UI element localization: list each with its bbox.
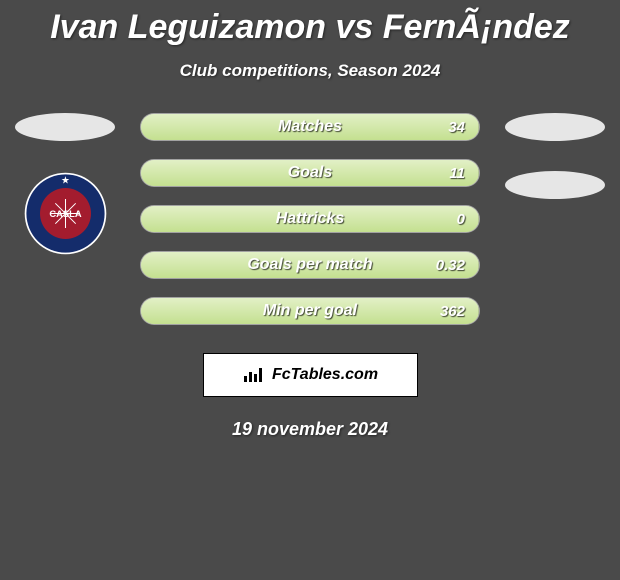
brand-watermark: FcTables.com	[203, 353, 418, 397]
page-subtitle: Club competitions, Season 2024	[180, 61, 441, 81]
stat-value: 11	[449, 165, 465, 182]
chart-icon	[242, 366, 266, 384]
stat-bar-goals: Goals 11	[140, 159, 480, 187]
page-title: Ivan Leguizamon vs FernÃ¡ndez	[50, 8, 570, 47]
stat-value: 0.32	[436, 257, 465, 274]
right-player-photo-placeholder	[505, 113, 605, 141]
stat-label: Goals per match	[247, 256, 372, 274]
brand-text: FcTables.com	[272, 366, 378, 384]
stat-label: Goals	[288, 164, 332, 182]
stat-bar-matches: Matches 34	[140, 113, 480, 141]
right-club-crest-placeholder	[505, 171, 605, 199]
stat-value: 34	[448, 119, 465, 136]
right-player-column	[500, 113, 610, 199]
svg-text:CASLA: CASLA	[49, 209, 81, 219]
left-player-column: ★ CASLA	[10, 113, 120, 256]
stat-value: 362	[440, 303, 465, 320]
left-player-photo-placeholder	[15, 113, 115, 141]
date-text: 19 november 2024	[232, 419, 388, 440]
comparison-row: ★ CASLA Matches 34 Goals 11	[0, 113, 620, 325]
stat-bar-hattricks: Hattricks 0	[140, 205, 480, 233]
left-club-crest: ★ CASLA	[23, 171, 108, 256]
stats-column: Matches 34 Goals 11 Hattricks 0 Goals pe…	[140, 113, 480, 325]
stat-label: Matches	[278, 118, 342, 136]
stat-label: Hattricks	[276, 210, 344, 228]
crest-icon: ★ CASLA	[23, 171, 108, 256]
stat-bar-min-per-goal: Min per goal 362	[140, 297, 480, 325]
stat-value: 0	[457, 211, 465, 228]
stat-bar-goals-per-match: Goals per match 0.32	[140, 251, 480, 279]
stat-label: Min per goal	[263, 302, 357, 320]
